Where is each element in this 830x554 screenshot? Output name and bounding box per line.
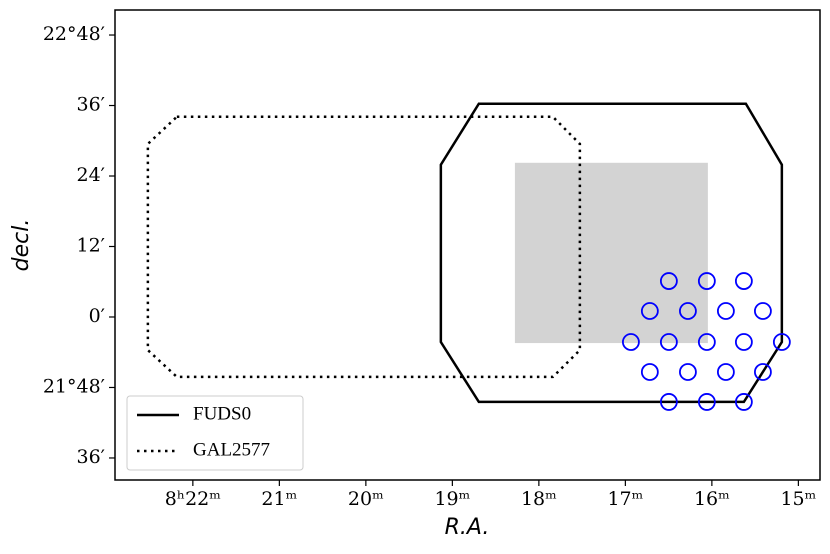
pointing [716,363,735,381]
pointing [679,363,697,381]
x-axis-label: R.A. [445,515,490,540]
y-tick-label: 21°48′ [43,375,105,397]
y-tick-label: 24′ [77,164,106,186]
y-tick-label: 36′ [77,94,106,116]
pointing [659,333,678,351]
pointing [659,393,678,411]
x-tick-label: 8ʰ22ᵐ [165,488,221,510]
pointing [734,333,753,351]
x-tick-label: 16ᵐ [694,488,730,510]
pointing [772,333,791,351]
pointing [697,393,716,411]
x-tick-label: 17ᵐ [607,488,643,510]
pointing [679,302,697,320]
x-tick-label: 18ᵐ [521,488,557,510]
pointing [716,302,735,320]
x-tick-label: 20ᵐ [348,488,384,510]
pointing [734,393,753,411]
legend-label: GAL2577 [193,439,270,460]
y-axis-label: decl. [9,219,34,272]
x-tick-label: 19ᵐ [434,488,470,510]
y-tick-label: 12′ [77,234,106,256]
footprint-outline [146,115,582,379]
x-tick-label: 21ᵐ [261,488,297,510]
legend-label: FUDS0 [193,403,251,424]
pointing [640,363,659,381]
pointing [659,272,678,290]
plot-frame [114,9,821,481]
pointing [640,302,659,320]
pointing [697,333,716,351]
y-tick-label: 36′ [77,446,106,468]
region [514,162,708,344]
pointing [754,363,772,381]
footprint-outline [439,102,784,404]
x-tick-label: 15ᵐ [780,488,816,510]
pointing [622,333,640,351]
y-tick-label: 22°48′ [43,23,105,45]
pointing [754,302,772,320]
y-tick-label: 0′ [89,305,105,327]
pointing [697,272,716,290]
pointing [734,272,753,290]
